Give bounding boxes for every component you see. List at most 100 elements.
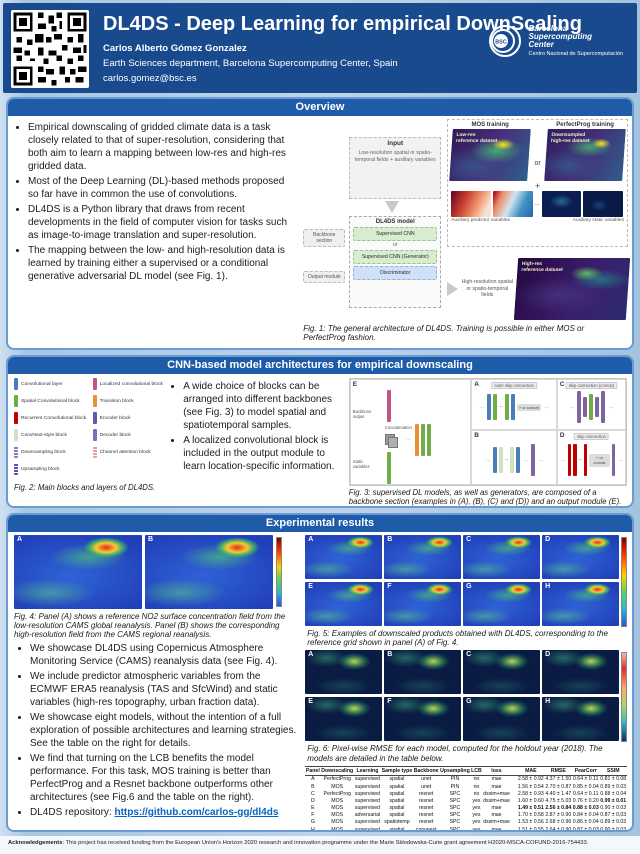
bsc-logo-name: Barcelona Supercomputing Center — [528, 23, 593, 50]
table-cell: 4.37 ± 1.50 — [545, 776, 572, 783]
table-cell: mae — [482, 826, 511, 830]
fig3-panel-b: B → – → → — [471, 429, 557, 485]
map-panel-a: A — [14, 535, 142, 609]
repo-bullet-list: DL4DS repository: https://github.com/car… — [16, 806, 299, 819]
conv-layer-bar — [492, 447, 497, 474]
table-cell: MOS — [331, 783, 344, 790]
fig5-colorbar — [621, 537, 627, 627]
table-cell: SPC — [439, 826, 471, 830]
acknowledgements: Acknowledgements: This project has recei… — [0, 836, 640, 854]
cnn-bullet-list: A wide choice of blocks can be arranged … — [183, 380, 343, 473]
bullet-item: Empirical downscaling of gridded climate… — [28, 121, 297, 173]
figure-2: Convolutional layer Spatial Convolutional… — [14, 378, 166, 506]
convnext-block-bar — [498, 447, 503, 474]
fig1-input-box: Input Low-resolution spatial or spatio-t… — [349, 137, 442, 199]
arrow-icon: → — [478, 403, 486, 411]
table-cell: adversarial — [354, 812, 381, 819]
table-row: G MOS supervised spatiotemp resnet SPC yes dssi… — [305, 819, 627, 826]
table-cell: supervised — [354, 805, 380, 812]
table-cell: 0.64 ± 0.11 — [572, 790, 599, 797]
table-cell: PerfectProg — [323, 790, 351, 797]
arrow-icon: → — [537, 456, 545, 464]
author-email: carlos.gomez@bsc.es — [103, 73, 197, 84]
arrow-icon: → — [483, 456, 491, 464]
arrow-icon: → — [558, 456, 566, 464]
legend-label: Channel attention block — [99, 449, 151, 455]
conv-layer-bar — [510, 394, 515, 421]
legend-swatch — [92, 395, 97, 407]
table-cell: D — [310, 797, 315, 804]
arrow-icon: → — [404, 436, 412, 443]
output-module-label: Output module — [303, 271, 346, 283]
map-panel-f: F — [384, 582, 462, 626]
panel-letter: H — [545, 583, 551, 590]
table-cell: mae — [491, 812, 502, 819]
convnext-block-bar — [510, 447, 515, 474]
table-cell: 0.84 ± 0.04 — [572, 812, 599, 819]
table-header: LCB — [470, 765, 483, 776]
legend-swatch — [92, 446, 97, 458]
fig3-panel-a: A outer skip connection → – + or concat … — [471, 379, 557, 430]
table-row: C PerfectProg supervised spatial resnet SPC no… — [305, 790, 627, 797]
spatial-block-bar — [589, 394, 594, 421]
map-panel-d: D — [542, 535, 619, 579]
legend-swatch — [14, 412, 18, 424]
legend-item: Convolutional layer — [14, 378, 87, 390]
figure-1: Backbone section Output module Input Low… — [301, 116, 632, 348]
bullet-item: We showcase DL4DS using Copernicus Atmos… — [30, 642, 299, 668]
map-panel-h: H — [542, 697, 619, 742]
recurrent-block-bar — [583, 444, 588, 477]
downsampled-map: Downsampled high-res dataset — [544, 129, 626, 181]
bsc-logo: BSC Barcelona Supercomputing Center Cent… — [483, 21, 623, 61]
fig5-panels: A B C D E F G H — [305, 535, 619, 627]
panel-letter: C — [466, 536, 472, 543]
generator-block: Supervised CNN (Generator) — [353, 250, 438, 264]
table-cell: supervised — [354, 790, 380, 797]
upsampling-block-bar — [611, 444, 615, 477]
arrow-icon: → — [568, 403, 576, 411]
table-cell: supervised — [354, 819, 380, 826]
table-row: B MOS supervised spatial unet PIN no mae 1.56 ± … — [305, 783, 627, 790]
table-cell: PIN — [450, 776, 460, 783]
table-cell: 0.85 ± 0.04 — [572, 783, 599, 790]
legend-item: Upsampling block — [14, 463, 87, 475]
table-cell: A — [311, 776, 315, 783]
legend-label: Spatial Convolutional block — [21, 398, 80, 404]
table-header: MAE — [510, 765, 545, 776]
table-cell: 2.87 ± 0.90 — [545, 812, 572, 819]
table-cell: mae — [491, 776, 502, 783]
lowres-map: Low-res reference dataset — [449, 129, 531, 181]
fig3-panel-d: D skip connection → – + or concat → — [556, 429, 626, 485]
map-panel-h: H — [542, 582, 619, 626]
table-cell: dssim+mae — [483, 790, 510, 797]
map-panel-g: G — [463, 697, 541, 742]
table-cell: E — [311, 805, 315, 812]
repo-link[interactable]: https://github.com/carlos-gg/dl4ds — [114, 806, 279, 818]
table-cell: 0.89 ± 0.03 — [600, 783, 627, 790]
legend-item: Transition block — [92, 395, 166, 407]
legend-label: Transition block — [99, 398, 134, 404]
legend-item: Channel attention block — [92, 446, 166, 458]
table-cell: mae — [491, 805, 502, 812]
bsc-logo-icon: BSC — [488, 25, 521, 57]
author-affiliation: Earth Sciences department, Barcelona Sup… — [103, 58, 398, 69]
spatial-block-bar — [493, 394, 498, 421]
table-cell: 0.87 ± 0.03 — [572, 826, 600, 832]
supervised-cnn-block: Supervised CNN — [353, 227, 438, 241]
table-cell: resnet — [418, 790, 434, 797]
overview-section-title: Overview — [8, 99, 632, 116]
table-row: H MOS supervised spatial convnext SPC yes mae 1.… — [305, 826, 627, 832]
table-header: SSIM — [599, 765, 627, 776]
legend-swatch — [14, 446, 18, 458]
aux-predictor-label: Auxiliary predictor variables — [451, 218, 510, 223]
decoder-bar — [601, 391, 606, 424]
encoder-bar — [583, 397, 588, 418]
table-cell: MOS — [331, 797, 344, 804]
panel-letter: F — [387, 583, 392, 590]
map-panel-b: B — [145, 535, 273, 609]
table-header: Downscaling — [320, 765, 355, 776]
table-cell: spatial — [389, 805, 405, 812]
bullet-item: Most of the Deep Learning (DL)-based met… — [28, 175, 297, 201]
map-panel-b: B — [384, 650, 462, 695]
